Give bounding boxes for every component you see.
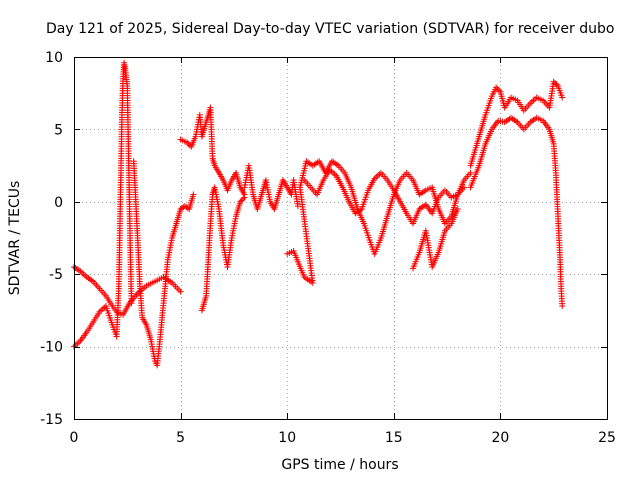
data-point	[374, 172, 381, 179]
data-point	[183, 139, 190, 146]
data-point	[185, 140, 192, 147]
data-point	[237, 198, 244, 205]
data-point	[177, 288, 184, 295]
data-point	[461, 184, 468, 191]
data-point	[494, 85, 501, 92]
data-point	[454, 206, 461, 213]
y-tick-label: -10	[40, 340, 63, 356]
y-tick-label: -5	[49, 267, 63, 283]
data-point	[80, 271, 87, 278]
data-point	[373, 174, 380, 181]
data-point	[75, 339, 82, 346]
y-tick-label: -15	[40, 412, 63, 428]
data-point	[294, 203, 301, 210]
series-track-j	[467, 78, 566, 169]
data-point	[331, 171, 338, 178]
series-track-h	[301, 166, 468, 227]
y-axis-label: SDTVAR / TECUs	[7, 181, 23, 296]
data-point	[238, 197, 245, 204]
data-points	[71, 59, 566, 369]
x-tick-label: 20	[491, 430, 509, 446]
data-point	[553, 81, 560, 88]
data-point	[190, 191, 197, 198]
data-point	[552, 80, 559, 87]
x-tick-label: 0	[70, 430, 79, 446]
y-tick-label: 0	[54, 195, 63, 211]
data-point	[495, 87, 502, 94]
series-track-c	[130, 158, 197, 369]
axis-ticks: 0 5 10 15 20 25 -15 -10 -5 0 5 10	[40, 50, 616, 446]
data-point	[559, 94, 566, 101]
data-point	[493, 84, 500, 91]
data-point	[241, 194, 248, 201]
data-point	[74, 340, 81, 347]
series-track-k	[467, 114, 566, 310]
data-point	[559, 303, 566, 310]
x-tick-label: 25	[598, 430, 616, 446]
series-track-g	[284, 158, 474, 286]
series-track-f	[241, 162, 301, 213]
data-point	[98, 307, 105, 314]
x-axis-label: GPS time / hours	[281, 457, 398, 473]
data-point	[330, 169, 337, 176]
data-point	[530, 97, 537, 104]
x-tick-label: 10	[278, 430, 296, 446]
data-point	[240, 195, 247, 202]
x-tick-label: 15	[385, 430, 403, 446]
y-tick-label: 10	[45, 50, 63, 66]
x-tick-label: 5	[176, 430, 185, 446]
series-track-b	[71, 59, 135, 350]
chart-title: Day 121 of 2025, Sidereal Day-to-day VTE…	[46, 21, 614, 37]
y-tick-label: 5	[54, 122, 63, 138]
series-track-d	[177, 104, 248, 198]
data-point	[550, 78, 557, 85]
series-track-i	[409, 206, 461, 272]
series-track-e	[198, 184, 248, 314]
data-point	[467, 169, 474, 176]
plot-frame	[74, 57, 608, 420]
grid	[74, 57, 607, 419]
data-point	[128, 300, 135, 307]
data-point	[528, 98, 535, 105]
